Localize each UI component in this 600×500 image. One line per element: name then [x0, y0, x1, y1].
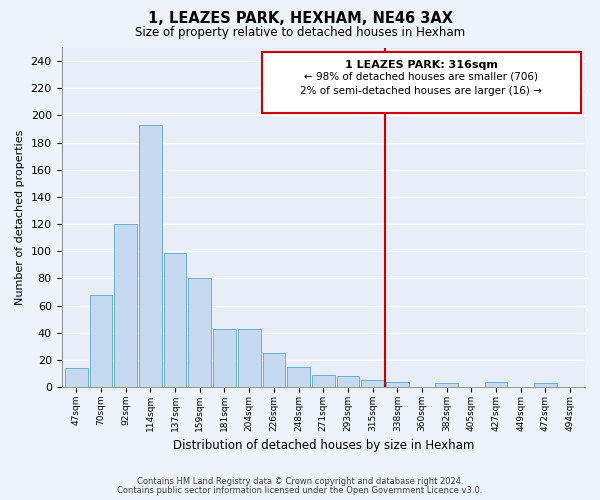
Bar	[164, 252, 187, 387]
Bar	[262, 52, 581, 112]
Bar	[386, 382, 409, 387]
Bar	[213, 328, 236, 387]
Bar	[534, 383, 557, 387]
Text: Contains HM Land Registry data © Crown copyright and database right 2024.: Contains HM Land Registry data © Crown c…	[137, 477, 463, 486]
Bar	[188, 278, 211, 387]
Text: 1 LEAZES PARK: 316sqm: 1 LEAZES PARK: 316sqm	[345, 60, 498, 70]
Bar	[65, 368, 88, 387]
Text: ← 98% of detached houses are smaller (706): ← 98% of detached houses are smaller (70…	[304, 72, 538, 82]
Text: 1, LEAZES PARK, HEXHAM, NE46 3AX: 1, LEAZES PARK, HEXHAM, NE46 3AX	[148, 11, 452, 26]
Bar	[263, 353, 285, 387]
Bar	[485, 382, 508, 387]
Bar	[337, 376, 359, 387]
Y-axis label: Number of detached properties: Number of detached properties	[15, 130, 25, 305]
Text: Contains public sector information licensed under the Open Government Licence v3: Contains public sector information licen…	[118, 486, 482, 495]
Bar	[436, 383, 458, 387]
Bar	[312, 375, 335, 387]
Bar	[139, 125, 162, 387]
Bar	[361, 380, 384, 387]
Text: 2% of semi-detached houses are larger (16) →: 2% of semi-detached houses are larger (1…	[301, 86, 542, 96]
Bar	[238, 328, 260, 387]
Bar	[287, 367, 310, 387]
Bar	[115, 224, 137, 387]
X-axis label: Distribution of detached houses by size in Hexham: Distribution of detached houses by size …	[173, 440, 474, 452]
Bar	[89, 295, 112, 387]
Text: Size of property relative to detached houses in Hexham: Size of property relative to detached ho…	[135, 26, 465, 39]
